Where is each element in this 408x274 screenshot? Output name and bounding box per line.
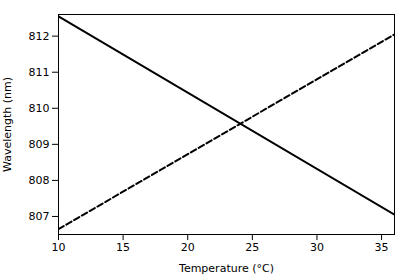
svg-text:809: 809 [29,138,50,151]
svg-text:Temperature (°C): Temperature (°C) [178,262,274,274]
svg-text:812: 812 [29,30,50,43]
svg-text:35: 35 [375,241,389,254]
svg-text:25: 25 [245,241,259,254]
svg-text:811: 811 [29,66,50,79]
svg-text:20: 20 [181,241,195,254]
svg-text:30: 30 [310,241,324,254]
svg-text:Wavelength (nm): Wavelength (nm) [1,77,14,172]
svg-text:807: 807 [29,210,50,223]
svg-text:810: 810 [29,102,50,115]
svg-text:10: 10 [52,241,66,254]
svg-text:808: 808 [29,174,50,187]
svg-text:15: 15 [116,241,130,254]
